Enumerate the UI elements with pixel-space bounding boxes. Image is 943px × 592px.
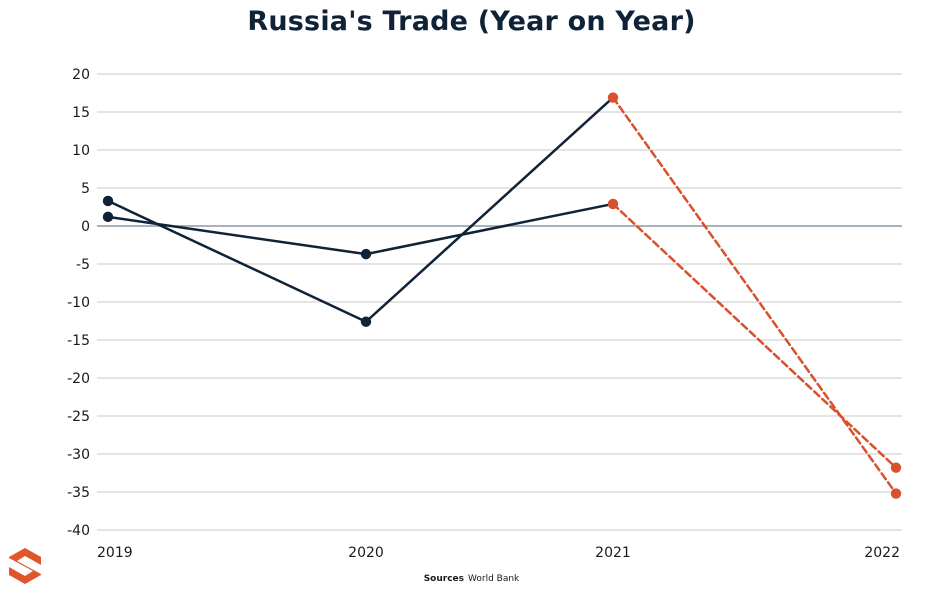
series-line-segment — [106, 199, 368, 324]
forecast-line-segment — [611, 96, 898, 495]
source-value: World Bank — [468, 574, 520, 584]
y-tick-label: -15 — [67, 333, 90, 349]
y-tick-label: 15 — [72, 105, 90, 121]
y-tick-label: -30 — [67, 447, 90, 463]
x-tick-label: 2020 — [348, 545, 384, 561]
series-line-segment — [106, 215, 368, 256]
data-point — [102, 211, 114, 223]
data-point — [102, 195, 114, 207]
y-axis-ticks: 20 15 10 5 0 -5 -10 -15 -20 -25 -30 -35 -40 — [67, 67, 90, 539]
x-tick-label: 2022 — [864, 545, 900, 561]
data-point — [607, 198, 619, 210]
x-axis-ticks: 2019 2020 2021 2022 — [97, 545, 900, 561]
series-line-segment — [364, 202, 615, 256]
series-points — [102, 92, 902, 499]
forecast-line-segment — [611, 202, 898, 469]
x-tick-label: 2019 — [97, 545, 133, 561]
series-line-segment — [364, 96, 615, 324]
y-tick-label: -25 — [67, 409, 90, 425]
y-tick-label: -35 — [67, 485, 90, 501]
y-tick-label: 5 — [81, 181, 90, 197]
data-point — [890, 488, 902, 499]
y-tick-label: -5 — [76, 257, 90, 273]
data-point — [607, 92, 619, 103]
y-tick-label: 0 — [81, 219, 90, 235]
chart-title: Russia's Trade (Year on Year) — [247, 6, 696, 37]
grid-lines — [97, 73, 902, 531]
y-tick-label: 20 — [72, 67, 90, 83]
data-point — [360, 316, 372, 327]
y-tick-label: 10 — [72, 143, 90, 159]
series-lines — [106, 96, 898, 495]
x-tick-label: 2021 — [595, 545, 631, 561]
brand-s-logo-icon — [9, 548, 41, 584]
y-tick-label: -40 — [67, 523, 90, 539]
y-tick-label: -10 — [67, 295, 90, 311]
data-point — [890, 462, 902, 473]
y-tick-label: -20 — [67, 371, 90, 387]
source-label: Sources — [423, 574, 465, 584]
source-note: Sources World Bank — [0, 574, 943, 584]
data-point — [360, 248, 372, 260]
